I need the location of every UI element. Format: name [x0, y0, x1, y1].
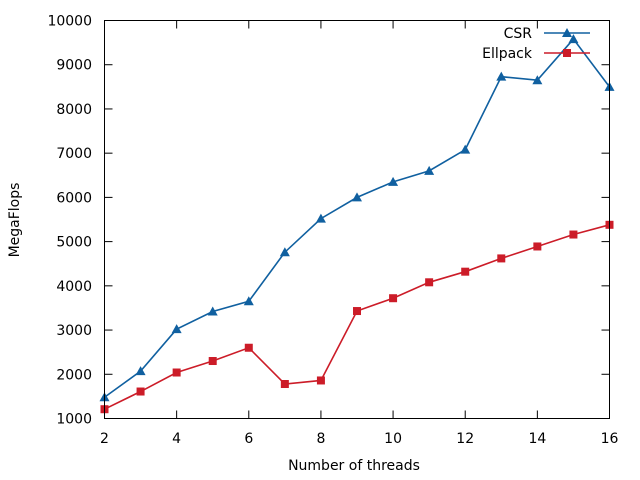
series-line-csr: [104, 37, 611, 398]
x-tick-label: 10: [384, 431, 402, 447]
x-tick-label: 2: [100, 431, 109, 447]
data-point-csr: [279, 247, 290, 257]
data-point-csr: [135, 366, 146, 376]
data-point-ellpack: [389, 294, 398, 303]
series-layer: [99, 34, 615, 414]
data-point-ellpack: [425, 278, 434, 287]
y-tick-label: 5000: [56, 235, 92, 251]
data-point-ellpack: [280, 380, 289, 389]
y-tick-label: 9000: [56, 58, 92, 74]
data-point-ellpack: [497, 254, 506, 263]
data-point-csr: [460, 144, 471, 154]
y-tick-label: 8000: [56, 102, 92, 118]
legend-label-csr: CSR: [504, 26, 533, 42]
data-point-ellpack: [533, 242, 542, 251]
data-point-ellpack: [569, 230, 578, 239]
legend-item-ellpack: Ellpack: [482, 46, 590, 62]
legend-swatch-marker-ellpack: [563, 49, 571, 57]
series-line-ellpack: [104, 224, 610, 410]
x-tick-label: 4: [172, 431, 181, 447]
legend: CSR Ellpack: [482, 26, 590, 62]
x-tick-label: 6: [244, 431, 253, 447]
data-point-csr: [243, 296, 254, 306]
data-point-ellpack: [208, 357, 217, 366]
y-tick-label: 2000: [56, 367, 92, 383]
data-point-ellpack: [316, 376, 325, 385]
y-axis-label: MegaFlops: [7, 183, 23, 258]
data-point-csr: [352, 192, 362, 202]
x-tick-label: 16: [601, 431, 619, 447]
data-point-csr: [388, 176, 399, 186]
x-tick-label: 8: [316, 431, 325, 447]
x-tick-label: 14: [528, 431, 546, 447]
data-point-csr: [424, 165, 435, 175]
y-tick-label: 4000: [56, 279, 92, 295]
series-ellpack: [100, 220, 614, 414]
data-point-ellpack: [172, 368, 181, 377]
data-point-csr: [315, 213, 326, 223]
legend-item-csr: CSR: [504, 26, 590, 42]
legend-swatch-marker-csr: [562, 28, 572, 37]
y-tick-label: 6000: [56, 190, 92, 206]
plot-frame: [104, 20, 610, 419]
data-point-csr: [568, 34, 579, 44]
series-csr: [99, 34, 615, 402]
x-tick-label: 12: [456, 431, 474, 447]
data-point-csr: [532, 75, 543, 85]
y-tick-label: 10000: [47, 14, 92, 30]
data-point-ellpack: [353, 307, 361, 316]
data-point-csr: [496, 71, 507, 81]
legend-label-ellpack: Ellpack: [482, 46, 533, 62]
data-point-ellpack: [244, 343, 253, 352]
y-tick-label: 1000: [56, 412, 92, 428]
y-tick-label: 3000: [56, 323, 92, 339]
data-point-ellpack: [136, 387, 145, 396]
axis-ticks: 2 4 6 8 10 12 14 16 1000 2000 3000 4000 5000 6000 7000…: [47, 14, 618, 448]
x-axis-label: Number of threads: [288, 458, 420, 474]
y-tick-label: 7000: [56, 146, 92, 162]
data-point-csr: [207, 306, 218, 316]
data-point-csr: [171, 324, 182, 334]
data-point-ellpack: [461, 267, 470, 276]
